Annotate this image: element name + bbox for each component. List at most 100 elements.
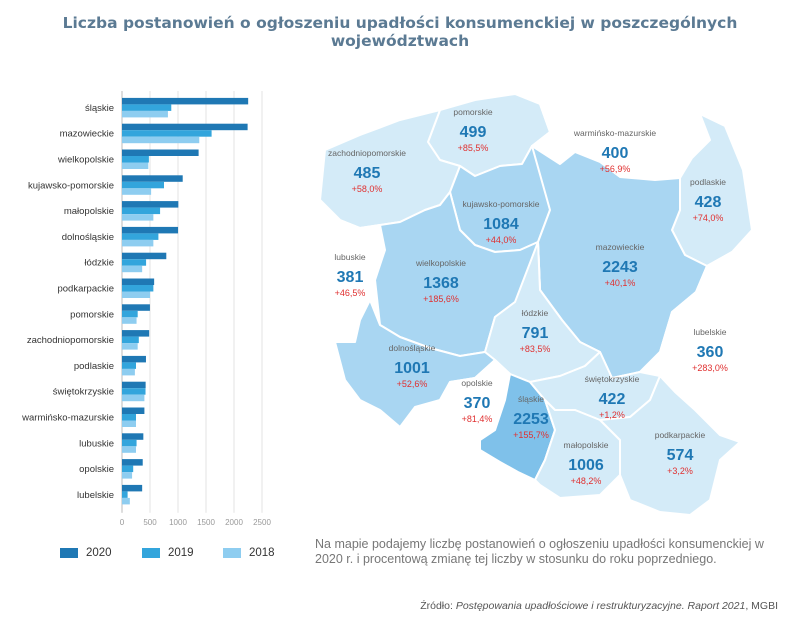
legend-item-2019: 2019 (142, 547, 194, 559)
bar-2019 (122, 362, 136, 369)
region-name-label: opolskie (461, 378, 492, 388)
region-change-label: +85,5% (458, 143, 489, 153)
legend-item-2020: 2020 (60, 547, 112, 559)
bar-2019 (122, 414, 136, 421)
x-tick-label: 500 (143, 518, 157, 525)
region-name-label: warmińsko-mazurskie (573, 128, 656, 138)
region-value-label: 428 (695, 194, 722, 211)
x-tick-label: 0 (120, 518, 125, 525)
category-label: podkarpackie (57, 284, 114, 295)
category-label: warmińsko-mazurskie (21, 413, 114, 424)
region-value-label: 370 (464, 395, 491, 412)
bar-2018 (122, 317, 137, 324)
bar-2018 (122, 497, 130, 505)
region-name-label: podkarpackie (655, 430, 706, 440)
bar-2018 (122, 162, 149, 169)
bar-2018 (122, 214, 154, 221)
region-name-label: śląskie (518, 394, 544, 404)
category-label: opolskie (79, 464, 114, 475)
chart-title: Liczba postanowień o ogłoszeniu upadłośc… (62, 14, 738, 50)
category-label: podlaskie (74, 361, 114, 372)
region-value-label: 485 (354, 165, 381, 182)
legend: 2020 2019 2018 (60, 547, 300, 567)
bar-2020 (122, 407, 145, 414)
bar-2018 (122, 239, 154, 247)
region-value-label: 422 (599, 391, 626, 408)
legend-label-2018: 2018 (249, 547, 275, 559)
source-line: Źródło: Postępowania upadłościowe i rest… (420, 600, 778, 612)
region-change-label: +48,2% (571, 476, 602, 486)
bar-2020 (122, 304, 150, 311)
region-change-label: +3,2% (667, 466, 693, 476)
bar-2019 (122, 130, 212, 137)
bar-2020 (122, 175, 183, 182)
legend-label-2020: 2020 (86, 547, 112, 559)
category-label: małopolskie (64, 206, 114, 217)
region-value-label: 2243 (602, 259, 638, 276)
bar-2020 (122, 330, 150, 337)
bar-2018 (122, 343, 138, 350)
bar-2020 (122, 226, 179, 234)
category-label: lubuskie (79, 438, 114, 449)
bar-2019 (122, 388, 146, 395)
poland-map: pomorskie 499 +85,5% warmińsko-mazurskie 400… (314, 93, 759, 516)
bar-2020 (122, 149, 199, 156)
region-change-label: +81,4% (462, 414, 493, 424)
x-tick-label: 2000 (225, 518, 243, 525)
bar-2020 (122, 97, 249, 105)
region-change-label: +44,0% (486, 235, 517, 245)
region-name-label: zachodniopomorskie (328, 148, 406, 158)
bar-2019 (122, 259, 147, 266)
bar-2020 (122, 355, 146, 363)
bar-chart: 0 500 1000 1500 2000 2500 śląskie mazowieckie wi… (21, 91, 271, 525)
category-label: wielkopolskie (57, 155, 114, 166)
region-value-label: 791 (522, 325, 549, 342)
map-note: Na mapie podajemy liczbę postanowień o o… (315, 537, 764, 566)
region-podkarpackie (599, 375, 741, 516)
region-change-label: +155,7% (513, 430, 549, 440)
region-change-label: +58,0% (352, 184, 383, 194)
region-value-label: 381 (337, 269, 364, 286)
x-tick-label: 1500 (197, 518, 215, 525)
legend-item-2018: 2018 (223, 547, 275, 559)
region-value-label: 1001 (394, 360, 430, 377)
region-value-label: 2253 (513, 411, 549, 428)
bar-2020 (122, 201, 179, 208)
bar-2020 (122, 123, 248, 131)
region-name-label: dolnośląskie (389, 343, 436, 353)
region-name-label: łódzkie (522, 308, 549, 318)
region-małopolskie (534, 399, 621, 499)
category-label: łódzkie (84, 258, 114, 269)
region-value-label: 574 (667, 447, 694, 464)
legend-swatch-2019 (142, 548, 160, 558)
bar-2019 (122, 285, 154, 292)
bar-2018 (122, 110, 168, 118)
region-change-label: +83,5% (520, 344, 551, 354)
region-name-label: pomorskie (453, 107, 492, 117)
region-name-label: mazowieckie (596, 242, 645, 252)
category-label: dolnośląskie (62, 232, 114, 243)
region-value-label: 1368 (423, 275, 459, 292)
category-label: kujawsko-pomorskie (28, 180, 114, 191)
bar-2019 (122, 104, 172, 111)
region-change-label: +1,2% (599, 410, 625, 420)
region-name-label: lubelskie (693, 327, 726, 337)
category-label: śląskie (85, 103, 114, 114)
region-name-label: lubuskie (334, 252, 365, 262)
region-value-label: 1006 (568, 457, 604, 474)
category-label: zachodniopomorskie (27, 335, 114, 346)
bar-2019 (122, 181, 164, 189)
bar-2018 (122, 446, 136, 453)
region-name-label: świętokrzyskie (585, 374, 640, 384)
category-label: lubelskie (77, 490, 114, 501)
legend-swatch-2018 (223, 548, 241, 558)
bar-2020 (122, 459, 143, 466)
bar-2019 (122, 439, 137, 447)
x-tick-label: 1000 (169, 518, 187, 525)
bar-2019 (122, 491, 128, 498)
source-title: Postępowania upadłościowe i restrukturyz… (455, 600, 746, 612)
bar-2018 (122, 265, 143, 273)
bar-2018 (122, 368, 135, 376)
bar-2019 (122, 336, 139, 344)
category-label: mazowieckie (60, 129, 114, 140)
